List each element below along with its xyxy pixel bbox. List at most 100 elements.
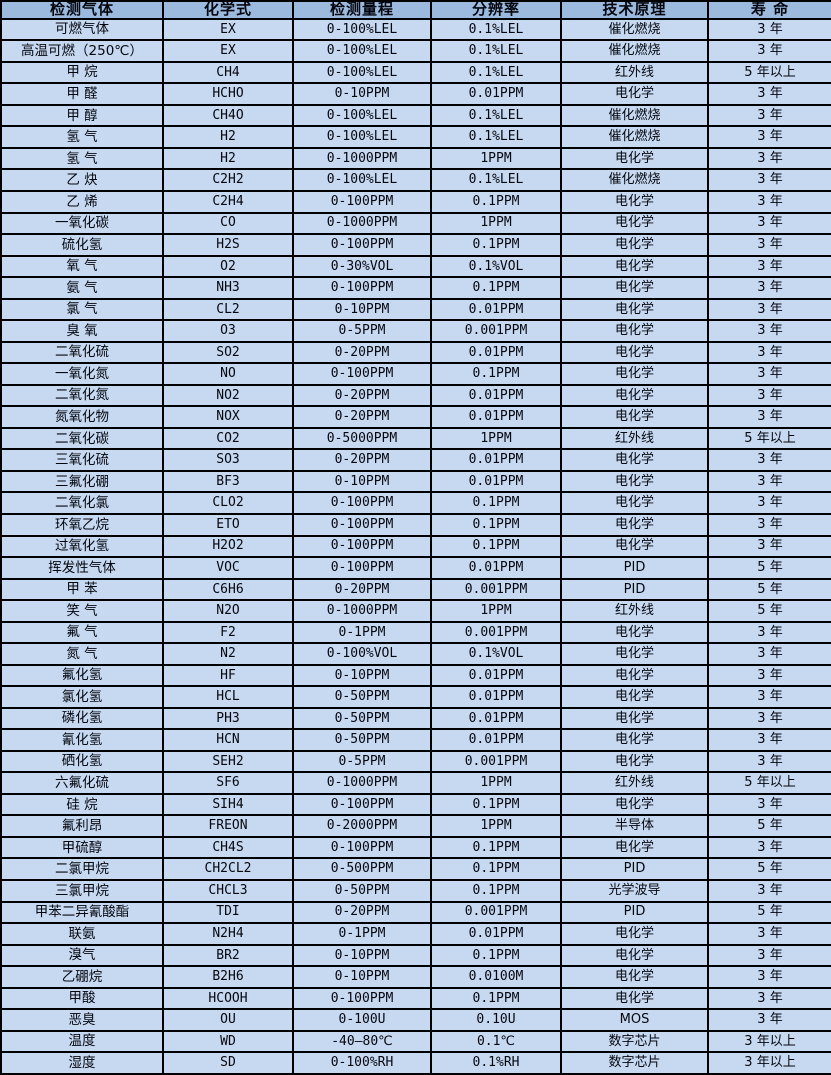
lifespan-cell: 3 年 [707, 728, 831, 752]
header-row: 检测气体 化学式 检测量程 分辨率 技术原理 寿 命 [0, 0, 831, 20]
table-row: 磷化氢 PH3 0-50PPM 0.01PPM 电化学 3 年 [0, 706, 831, 731]
table-row: 乙硼烷 B2H6 0-10PPM 0.0100M 电化学 3 年 [0, 965, 831, 989]
lifespan-cell: 3 年 [707, 448, 831, 472]
lifespan-cell: 3 年 [707, 922, 831, 946]
range-cell: 0-100%LEL [292, 125, 432, 149]
resolution-cell: 0.001PPM [430, 900, 562, 925]
principle-cell: 催化燃烧 [560, 125, 709, 149]
resolution-cell: 0.1PPM [430, 190, 562, 214]
gas-cell: 氢 气 [0, 125, 164, 149]
resolution-cell: 0.001PPM [430, 319, 562, 343]
principle-cell: 电化学 [560, 534, 709, 559]
gas-cell: 过氧化氢 [0, 534, 164, 559]
lifespan-cell: 3 年以上 [707, 1051, 831, 1075]
formula-cell: HCN [162, 728, 294, 752]
principle-cell: 电化学 [560, 146, 709, 171]
resolution-cell: 0.01PPM [430, 383, 562, 408]
resolution-cell: 0.1PPM [430, 362, 562, 386]
table-row: 甲 醛 HCHO 0-10PPM 0.01PPM 电化学 3 年 [0, 82, 831, 106]
table-row: 硅 烷 SIH4 0-100PPM 0.1PPM 电化学 3 年 [0, 792, 831, 817]
formula-cell: CH4O [162, 103, 294, 128]
lifespan-cell: 3 年 [707, 642, 831, 666]
principle-cell: 催化燃烧 [560, 103, 709, 128]
column-header-formula: 化学式 [162, 0, 294, 20]
resolution-cell: 0.1%VOL [430, 254, 562, 279]
resolution-cell: 0.01PPM [430, 685, 562, 709]
resolution-cell: 0.1PPM [430, 792, 562, 817]
formula-cell: H2S [162, 233, 294, 257]
gas-cell: 恶臭 [0, 1008, 164, 1032]
range-cell: 0-10PPM [292, 297, 432, 322]
resolution-cell: 0.1%LEL [430, 125, 562, 149]
lifespan-cell: 3 年 [707, 146, 831, 171]
principle-cell: PID [560, 556, 709, 580]
range-cell: 0-100%LEL [292, 168, 432, 192]
gas-cell: 氮氧化物 [0, 405, 164, 429]
formula-cell: N2H4 [162, 922, 294, 946]
column-header-principle: 技术原理 [560, 0, 709, 20]
principle-cell: 电化学 [560, 362, 709, 386]
table-row: 乙 炔 C2H2 0-100%LEL 0.1%LEL 催化燃烧 3 年 [0, 168, 831, 192]
gas-cell: 硫化氢 [0, 233, 164, 257]
range-cell: 0-10PPM [292, 943, 432, 968]
formula-cell: TDI [162, 900, 294, 925]
principle-cell: 电化学 [560, 663, 709, 688]
table-row: 硒化氢 SEH2 0-5PPM 0.001PPM 电化学 3 年 [0, 749, 831, 774]
gas-cell: 氨 气 [0, 276, 164, 300]
resolution-cell: 0.1PPM [430, 276, 562, 300]
range-cell: 0-10PPM [292, 469, 432, 494]
principle-cell: 电化学 [560, 922, 709, 946]
lifespan-cell: 3 年 [707, 125, 831, 149]
range-cell: 0-1000PPM [292, 146, 432, 171]
range-cell: 0-20PPM [292, 900, 432, 925]
gas-cell: 二氧化硫 [0, 340, 164, 365]
formula-cell: HCL [162, 685, 294, 709]
formula-cell: SIH4 [162, 792, 294, 817]
lifespan-cell: 3 年 [707, 986, 831, 1011]
table-row: 环氧乙烷 ETO 0-100PPM 0.1PPM 电化学 3 年 [0, 512, 831, 537]
range-cell: 0-10PPM [292, 965, 432, 989]
formula-cell: H2O2 [162, 534, 294, 559]
range-cell: 0-100%VOL [292, 642, 432, 666]
range-cell: 0-20PPM [292, 577, 432, 602]
table-row: 甲硫醇 CH4S 0-100PPM 0.1PPM 电化学 3 年 [0, 835, 831, 860]
gas-cell: 二氧化碳 [0, 426, 164, 451]
resolution-cell: 0.1%LEL [430, 39, 562, 63]
principle-cell: 电化学 [560, 835, 709, 860]
resolution-cell: 0.001PPM [430, 620, 562, 645]
formula-cell: H2 [162, 146, 294, 171]
lifespan-cell: 3 年 [707, 39, 831, 63]
table-row: 三氧化硫 SO3 0-20PPM 0.01PPM 电化学 3 年 [0, 448, 831, 472]
formula-cell: SF6 [162, 771, 294, 795]
table-row: 二氯甲烷 CH2CL2 0-500PPM 0.1PPM PID 5 年 [0, 857, 831, 881]
range-cell: 0-100PPM [292, 835, 432, 860]
gas-cell: 甲酸 [0, 986, 164, 1011]
gas-cell: 高温可燃（250℃） [0, 39, 164, 63]
formula-cell: C2H4 [162, 190, 294, 214]
principle-cell: MOS [560, 1008, 709, 1032]
gas-cell: 湿度 [0, 1051, 164, 1075]
formula-cell: BF3 [162, 469, 294, 494]
gas-cell: 三氟化硼 [0, 469, 164, 494]
gas-cell: 氰化氢 [0, 728, 164, 752]
formula-cell: O2 [162, 254, 294, 279]
lifespan-cell: 3 年 [707, 276, 831, 300]
gas-cell: 氮 气 [0, 642, 164, 666]
formula-cell: SEH2 [162, 749, 294, 774]
gas-cell: 六氟化硫 [0, 771, 164, 795]
range-cell: 0-5PPM [292, 749, 432, 774]
range-cell: 0-100PPM [292, 792, 432, 817]
lifespan-cell: 3 年 [707, 749, 831, 774]
resolution-cell: 0.01PPM [430, 663, 562, 688]
range-cell: 0-20PPM [292, 340, 432, 365]
column-header-lifespan: 寿 命 [707, 0, 831, 20]
range-cell: 0-20PPM [292, 405, 432, 429]
lifespan-cell: 3 年 [707, 319, 831, 343]
principle-cell: 红外线 [560, 426, 709, 451]
lifespan-cell: 5 年 [707, 814, 831, 838]
table-row: 六氟化硫 SF6 0-1000PPM 1PPM 红外线 5 年以上 [0, 771, 831, 795]
principle-cell: 电化学 [560, 405, 709, 429]
range-cell: 0-1PPM [292, 620, 432, 645]
lifespan-cell: 3 年 [707, 469, 831, 494]
resolution-cell: 1PPM [430, 771, 562, 795]
